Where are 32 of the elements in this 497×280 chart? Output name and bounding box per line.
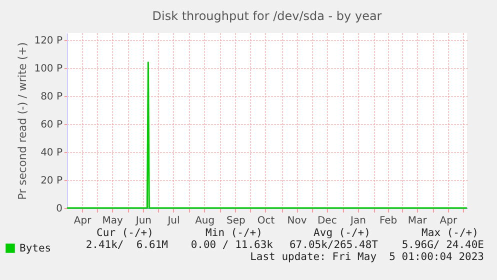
chart-title: Disk throughput for /dev/sda - by year xyxy=(152,9,382,23)
y-axis-title: Pr second read (-) / write (+) xyxy=(16,42,30,200)
legend-label: Bytes xyxy=(20,242,52,254)
x-tick-label: Apr xyxy=(74,216,92,226)
text: Last update: Fri May 5 01:00:04 2023 xyxy=(250,251,484,263)
y-tick-label: 40 P xyxy=(40,148,62,158)
y-tick-label: 100 P xyxy=(34,64,62,74)
text: 2.41k/ 6.61M xyxy=(86,239,168,251)
x-tick-label: Apr xyxy=(440,216,458,226)
y-tick-label: 20 P xyxy=(40,176,62,186)
text: Max (-/+) xyxy=(422,227,478,239)
text: Cur (-/+) xyxy=(96,227,154,239)
text: Min (-/+) xyxy=(206,227,262,239)
y-tick-label: 120 P xyxy=(34,36,62,46)
y-tick-label: 80 P xyxy=(40,92,62,102)
x-tick-label: Jan xyxy=(350,216,366,226)
x-tick-label: Mar xyxy=(408,216,428,226)
x-tick-label: May xyxy=(102,216,124,226)
y-tick-label: 0 xyxy=(56,204,62,214)
text: 0.00 / 11.63k xyxy=(190,239,273,251)
x-tick-label: Oct xyxy=(257,216,275,226)
text: 67.05k/265.48T xyxy=(289,239,378,251)
x-tick-label: Feb xyxy=(379,216,398,226)
x-tick-label: Jul xyxy=(166,216,180,226)
x-tick-label: Sep xyxy=(226,216,246,226)
x-tick-label: Dec xyxy=(317,216,337,226)
x-tick-label: Aug xyxy=(195,216,215,226)
x-tick-label: Jun xyxy=(134,216,152,226)
x-tick-label: Nov xyxy=(287,216,307,226)
text: Avg (-/+) xyxy=(314,227,370,239)
text: 5.96G/ 24.40E xyxy=(402,239,484,251)
y-tick-label: 60 P xyxy=(40,120,62,130)
